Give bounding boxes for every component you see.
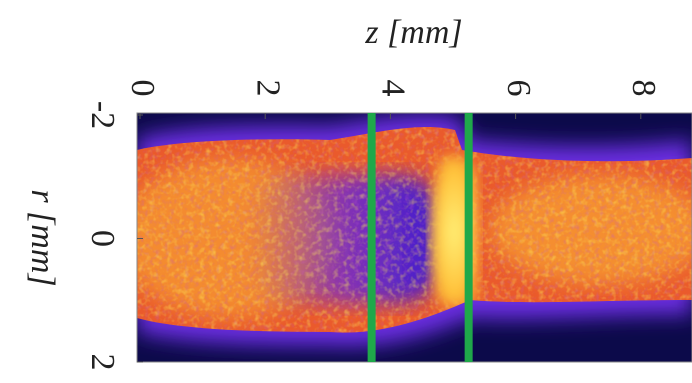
y-axis-label: r [mm] <box>24 189 61 286</box>
heatmap-image <box>137 113 692 362</box>
x-tick-label: 6 <box>500 80 537 97</box>
x-axis-label: z [mm] <box>364 14 462 51</box>
x-tick-label: 2 <box>249 80 286 97</box>
x-tick-label: 4 <box>375 80 412 97</box>
y-tick-label: 0 <box>84 230 121 247</box>
x-tick-label: 8 <box>625 80 662 97</box>
x-tick-label: 0 <box>124 80 161 97</box>
plot-frame <box>136 112 692 363</box>
y-tick-label: -2 <box>84 101 121 129</box>
y-tick-label: 2 <box>84 354 121 371</box>
